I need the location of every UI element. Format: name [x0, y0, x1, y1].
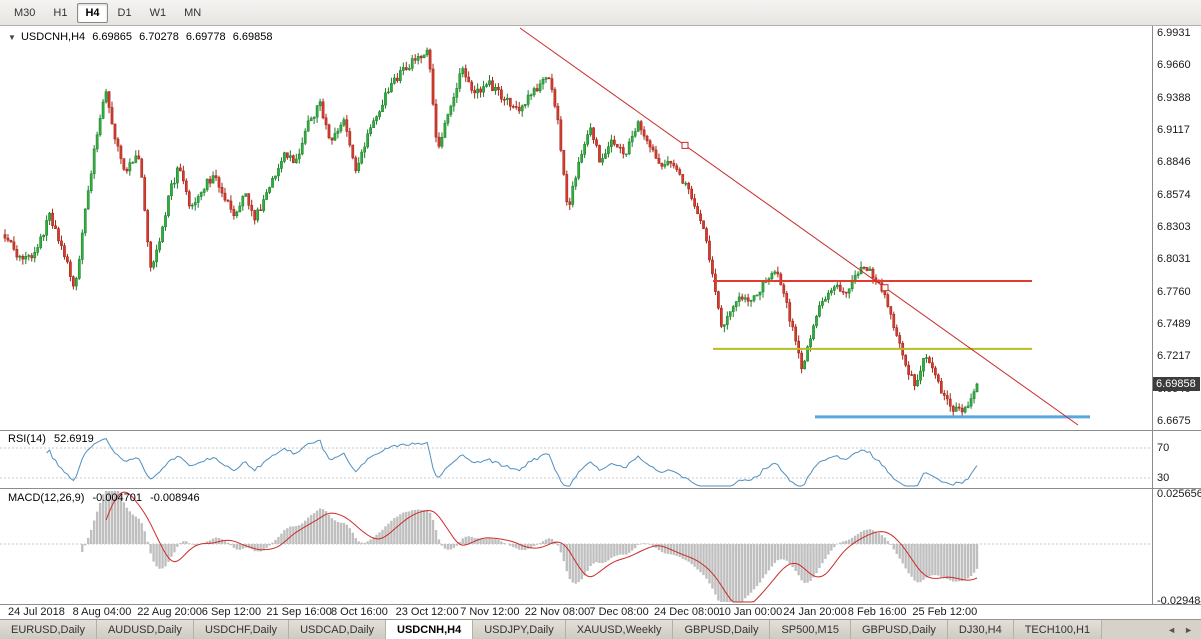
price-axis-label: 6.7489 [1157, 318, 1191, 330]
time-axis-label: 22 Nov 08:00 [524, 606, 591, 618]
price-axis-label: 6.9117 [1157, 124, 1190, 136]
time-axis-label: 24 Jul 2018 [8, 606, 65, 618]
time-axis-label: 24 Dec 08:00 [654, 606, 720, 618]
symbol-tab-usdcad-daily[interactable]: USDCAD,Daily [289, 620, 387, 639]
symbol-tab-audusd-daily[interactable]: AUDUSD,Daily [96, 620, 194, 639]
price-axis-label: 6.7217 [1157, 350, 1191, 363]
price-axis-label: 6.8303 [1157, 221, 1191, 233]
timeframe-button-d1[interactable]: D1 [117, 6, 132, 19]
symbol-tab-dj30-h4[interactable]: DJ30,H4 [947, 620, 1014, 639]
timeframe-button-mn[interactable]: MN [184, 6, 202, 19]
rsi-indicator-label: RSI(14) 52.6919 [8, 433, 99, 445]
time-axis-label: 8 Oct 16:00 [331, 606, 388, 618]
symbol-tab-usdjpy-daily[interactable]: USDJPY,Daily [473, 620, 566, 639]
price-axis-label: 6.8574 [1157, 188, 1191, 201]
symbol-tab-gbpusd-daily[interactable]: GBPUSD,Daily [673, 620, 771, 639]
timeframe-button-m30[interactable]: M30 [14, 6, 36, 19]
time-axis-label: 22 Aug 20:00 [137, 606, 203, 618]
time-axis-label: 8 Aug 04:00 [72, 606, 132, 618]
price-axis-label: 6.8031 [1157, 253, 1191, 266]
timeframe-button-h4[interactable]: H4 [77, 2, 108, 23]
symbol-tab-bar: EURUSD,Daily AUDUSD,Daily USDCHF,Daily USDC… [0, 619, 1201, 639]
timeframe-button-w1[interactable]: W1 [149, 6, 167, 19]
symbol-tab-gbpusd-daily[interactable]: GBPUSD,Daily [850, 620, 948, 639]
tab-scroll-controls: ◄ ► [1159, 620, 1201, 639]
price-axis-label: 6.9388 [1157, 91, 1191, 104]
time-axis-label: 10 Jan 00:00 [718, 606, 783, 618]
chart-symbol-label: USDCNH,H4 [20, 31, 86, 43]
timeframe-button-h1[interactable]: H1 [53, 6, 68, 19]
chart-title: ▼ USDCNH,H4 6.69865 6.70278 6.69778 6.69… [8, 31, 276, 43]
macd-axis-label: 0.025656 [1157, 487, 1201, 500]
time-axis-label: 23 Oct 12:00 [395, 606, 459, 618]
current-price-badge: 6.69858 [1153, 376, 1200, 391]
rsi-value: 52.6919 [53, 433, 94, 445]
macd-axis-label: -0.029484 [1157, 595, 1201, 608]
time-axis-label: 21 Sep 16:00 [266, 606, 332, 618]
symbol-dropdown-icon[interactable]: ▼ [8, 33, 16, 42]
ohlc-low: 6.69778 [185, 31, 226, 43]
tabs-scroll-right-icon[interactable]: ► [1184, 624, 1193, 635]
symbol-tab-sp500-m15[interactable]: SP500,M15 [770, 620, 851, 639]
price-axis-label: 6.8846 [1157, 156, 1191, 169]
rsi-name: RSI(14) [8, 433, 46, 445]
symbol-tab-xauusd-weekly[interactable]: XAUUSD,Weekly [565, 620, 674, 639]
ohlc-high: 6.70278 [139, 31, 179, 43]
price-axis-label: 6.9660 [1157, 59, 1191, 72]
timeframe-toolbar: M30 H1 H4 D1 W1 MN [0, 0, 1201, 26]
time-axis-label: 25 Feb 12:00 [912, 606, 978, 618]
symbol-tab-usdchf-daily[interactable]: USDCHF,Daily [193, 620, 290, 639]
price-axis-label: 6.9931 [1157, 27, 1191, 39]
price-axis-label: 6.7760 [1157, 285, 1191, 298]
time-axis-label: 6 Sep 12:00 [201, 606, 262, 618]
time-axis-label: 8 Feb 16:00 [847, 606, 907, 618]
symbol-tab-eurusd-daily[interactable]: EURUSD,Daily [0, 620, 97, 639]
macd-name: MACD(12,26,9) [8, 492, 85, 504]
time-axis-label: 24 Jan 20:00 [783, 606, 847, 618]
symbol-tabs: EURUSD,Daily AUDUSD,Daily USDCHF,Daily USDC… [0, 620, 1103, 639]
ohlc-open: 6.69865 [92, 31, 132, 43]
time-axis-label: 7 Nov 12:00 [460, 606, 520, 618]
symbol-tab-usdcnh-h4[interactable]: USDCNH,H4 [386, 620, 474, 639]
price-axis-label: 6.6675 [1157, 415, 1191, 427]
rsi-level-label: 30 [1157, 472, 1170, 484]
rsi-level-label: 70 [1157, 442, 1170, 454]
ohlc-close: 6.69858 [232, 31, 273, 43]
tabs-scroll-left-icon[interactable]: ◄ [1167, 624, 1177, 635]
macd-signal-value: -0.008946 [150, 492, 200, 504]
macd-main-value: -0.004701 [92, 492, 143, 504]
macd-indicator-label: MACD(12,26,9) -0.004701 -0.008946 [8, 492, 205, 504]
timeframe-button-group: M30 H1 H4 D1 W1 MN [6, 2, 209, 23]
time-axis-label: 7 Dec 08:00 [589, 606, 649, 618]
symbol-tab-tech100-h1[interactable]: TECH100,H1 [1013, 620, 1103, 639]
